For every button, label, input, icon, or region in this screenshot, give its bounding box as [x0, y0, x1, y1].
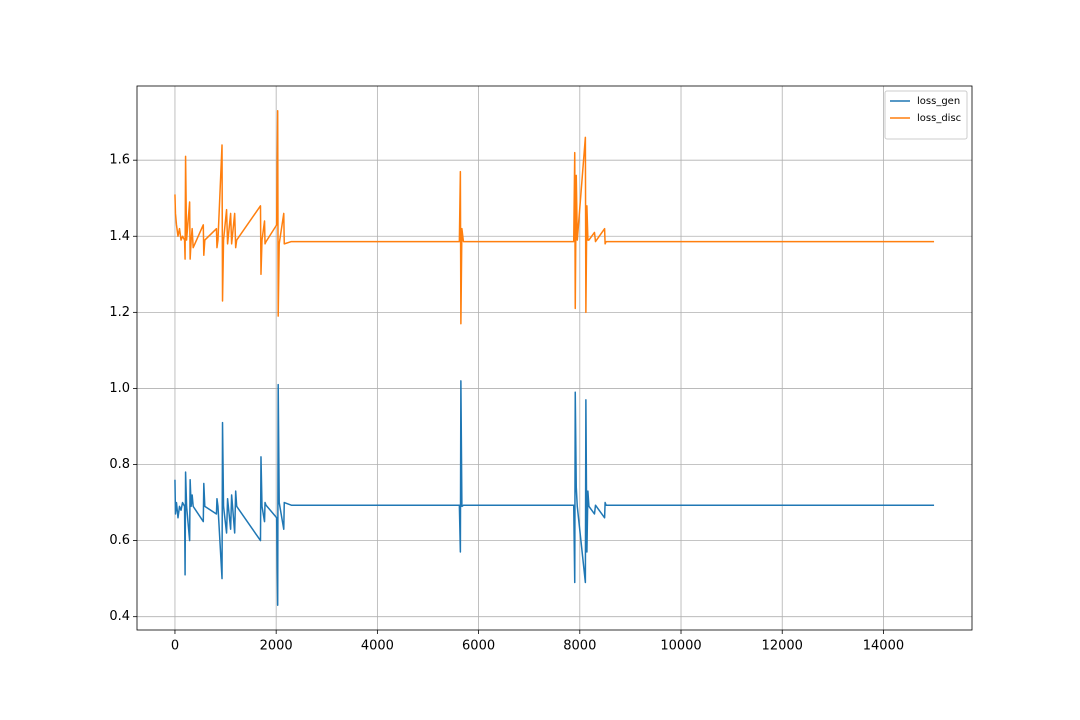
x-tick-label: 8000 [563, 639, 596, 654]
x-tick-label: 4000 [361, 639, 394, 654]
x-tick-label: 0 [171, 639, 179, 654]
legend-label: loss_gen [917, 96, 960, 107]
y-tick-label: 0.8 [109, 457, 130, 472]
x-tick-label: 6000 [462, 639, 495, 654]
series-line [174, 380, 935, 607]
x-tick-label: 14000 [863, 639, 904, 654]
x-tick-label: 2000 [260, 639, 293, 654]
y-tick-label: 1.0 [109, 381, 130, 396]
legend-box [884, 90, 968, 140]
x-tick-label: 12000 [762, 639, 803, 654]
legend-label: loss_disc [917, 113, 961, 124]
y-tick-label: 0.4 [109, 609, 130, 624]
y-tick-label: 1.6 [109, 153, 130, 168]
y-tick-label: 0.6 [109, 533, 130, 548]
plot-frame [136, 85, 973, 631]
series-line [174, 109, 935, 325]
y-tick-label: 1.4 [109, 229, 130, 244]
x-tick-label: 10000 [660, 639, 701, 654]
y-tick-label: 1.2 [109, 305, 130, 320]
